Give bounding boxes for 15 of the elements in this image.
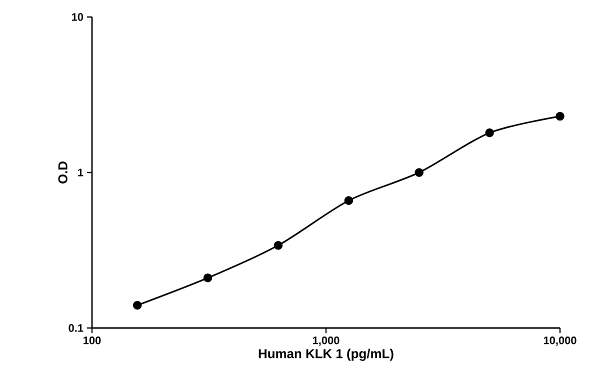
point <box>274 240 283 250</box>
point <box>132 300 142 310</box>
x-tick-label: 10,000 <box>544 336 576 346</box>
point <box>344 196 354 205</box>
point <box>556 112 564 121</box>
x-tick-label: 100 <box>84 336 101 344</box>
x-axis-title: Human KLK 1 (pg/mL) <box>258 348 394 361</box>
y-tick-label: 1 <box>78 168 84 176</box>
point <box>203 274 212 282</box>
y-axis-title: O.D <box>58 162 68 184</box>
point <box>414 168 424 177</box>
y-tick-label: 10 <box>72 13 84 21</box>
y-tick-label: 0.1 <box>68 324 84 332</box>
x-tick-label: 1,000 <box>312 336 340 346</box>
point <box>485 128 494 138</box>
